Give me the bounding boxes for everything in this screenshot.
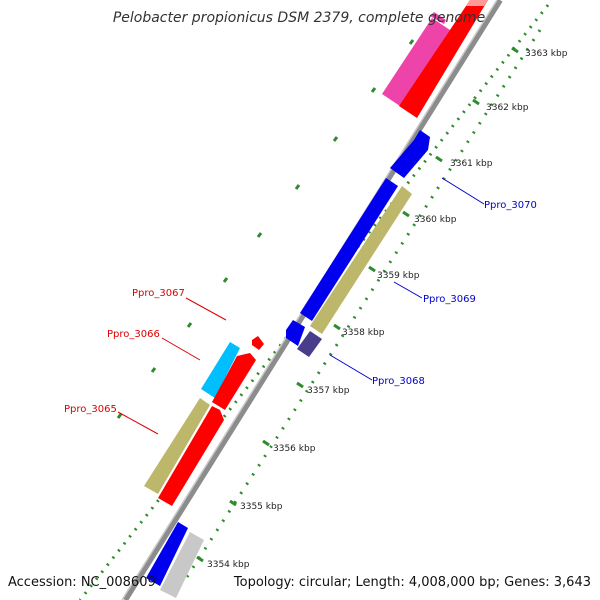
- label-leader-lines: [117, 177, 485, 435]
- kbp-label-3360: 3360 kbp: [414, 215, 457, 225]
- kbp-label-3356: 3356 kbp: [273, 444, 316, 454]
- navy-feature-ppro3068[interactable]: [297, 331, 322, 357]
- kbp-ticks: [196, 46, 519, 563]
- kbp-label-3355: 3355 kbp: [240, 502, 283, 512]
- blue-feature-long[interactable]: [300, 178, 398, 321]
- gene-label-ppro3070[interactable]: Ppro_3070: [484, 200, 537, 211]
- kbp-label-3357: 3357 kbp: [307, 386, 350, 396]
- kbp-label-3363: 3363 kbp: [525, 49, 568, 59]
- gene-label-ppro3068[interactable]: Ppro_3068: [372, 376, 425, 387]
- kbp-label-3358: 3358 kbp: [342, 328, 385, 338]
- blue-feature-small[interactable]: [286, 320, 305, 346]
- red-feature-ppro3066[interactable]: [212, 353, 256, 410]
- blue-feature-bottom[interactable]: [146, 522, 188, 586]
- khaki-feature-ppro3065[interactable]: [144, 398, 210, 494]
- topology-text: Topology: circular; Length: 4,008,000 bp…: [233, 575, 591, 590]
- red-feature-top[interactable]: [399, 0, 488, 118]
- magenta-feature[interactable]: [382, 18, 450, 106]
- gene-label-ppro3069[interactable]: Ppro_3069: [423, 294, 476, 305]
- kbp-label-3359: 3359 kbp: [377, 271, 420, 281]
- blue-feature-ppro3070[interactable]: [390, 130, 430, 178]
- gene-label-ppro3067[interactable]: Ppro_3067: [132, 288, 185, 299]
- khaki-feature-ppro3069[interactable]: [310, 186, 412, 334]
- accession-text: Accession: NC_008609: [8, 575, 156, 590]
- map-title: Pelobacter propionicus DSM 2379, complet…: [113, 10, 485, 26]
- red-feature-ppro3065[interactable]: [158, 406, 224, 506]
- gene-label-ppro3066[interactable]: Ppro_3066: [107, 329, 160, 340]
- cyan-feature-ppro3066[interactable]: [201, 342, 240, 398]
- gene-label-ppro3065[interactable]: Ppro_3065: [64, 404, 117, 415]
- red-feature-ppro3067[interactable]: [252, 336, 264, 350]
- kbp-label-3362: 3362 kbp: [486, 103, 529, 113]
- outer-ring-major-ticks: [116, 39, 415, 419]
- grey-feature-bottom[interactable]: [160, 532, 204, 598]
- kbp-label-3361: 3361 kbp: [450, 159, 493, 169]
- kbp-label-3354: 3354 kbp: [207, 560, 250, 570]
